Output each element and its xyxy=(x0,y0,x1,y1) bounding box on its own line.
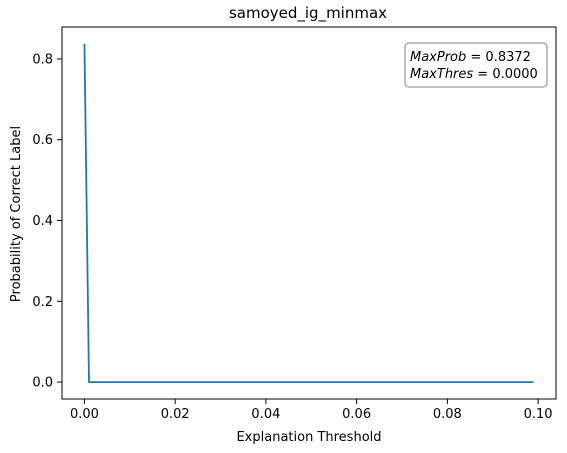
x-tick-label: 0.04 xyxy=(251,407,280,422)
y-axis: 0.0 0.2 0.4 0.6 0.8 xyxy=(32,52,62,391)
axes-frame xyxy=(61,26,557,400)
x-tick-label: 0.02 xyxy=(161,407,190,422)
annotation-box xyxy=(404,42,548,88)
y-tick-label: 0.6 xyxy=(32,133,53,148)
max-thres-annotation: MaxThres = 0.0000 xyxy=(410,67,538,82)
x-tick-label: 0.00 xyxy=(70,407,99,422)
y-tick-label: 0.0 xyxy=(32,376,53,391)
max-thres-label: MaxThres xyxy=(410,67,473,82)
y-tick-label: 0.8 xyxy=(32,52,53,67)
series-line-0 xyxy=(83,43,534,383)
max-prob-label: MaxProb xyxy=(410,50,466,65)
x-axis: 0.00 0.02 0.04 0.06 0.08 0.10 xyxy=(70,399,553,422)
x-tick-label: 0.06 xyxy=(342,407,371,422)
x-axis-label: Explanation Threshold xyxy=(236,430,381,445)
max-prob-annotation: MaxProb = 0.8372 xyxy=(410,50,531,65)
max-thres-value: = 0.0000 xyxy=(473,67,538,82)
stats-annotation: MaxProb = 0.8372 MaxThres = 0.0000 xyxy=(404,42,548,88)
chart-title: samoyed_ig_minmax xyxy=(229,4,387,23)
plot-area xyxy=(61,26,557,400)
y-tick-label: 0.4 xyxy=(32,214,53,229)
y-tick-label: 0.2 xyxy=(32,295,53,310)
max-prob-value: = 0.8372 xyxy=(466,50,531,65)
x-tick-label: 0.08 xyxy=(433,407,462,422)
x-tick-label: 0.10 xyxy=(524,407,553,422)
y-axis-label: Probability of Correct Label xyxy=(9,126,24,302)
